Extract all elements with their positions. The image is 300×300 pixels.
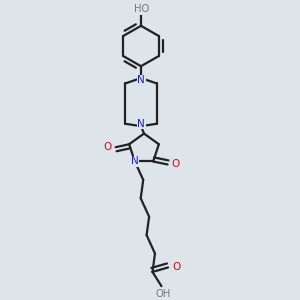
Text: O: O bbox=[103, 142, 111, 152]
Text: OH: OH bbox=[155, 290, 171, 299]
Text: N: N bbox=[137, 75, 145, 85]
Text: O: O bbox=[172, 160, 180, 170]
Text: O: O bbox=[172, 262, 181, 272]
Text: N: N bbox=[131, 157, 139, 166]
Text: HO: HO bbox=[134, 4, 149, 14]
Text: N: N bbox=[137, 119, 145, 129]
